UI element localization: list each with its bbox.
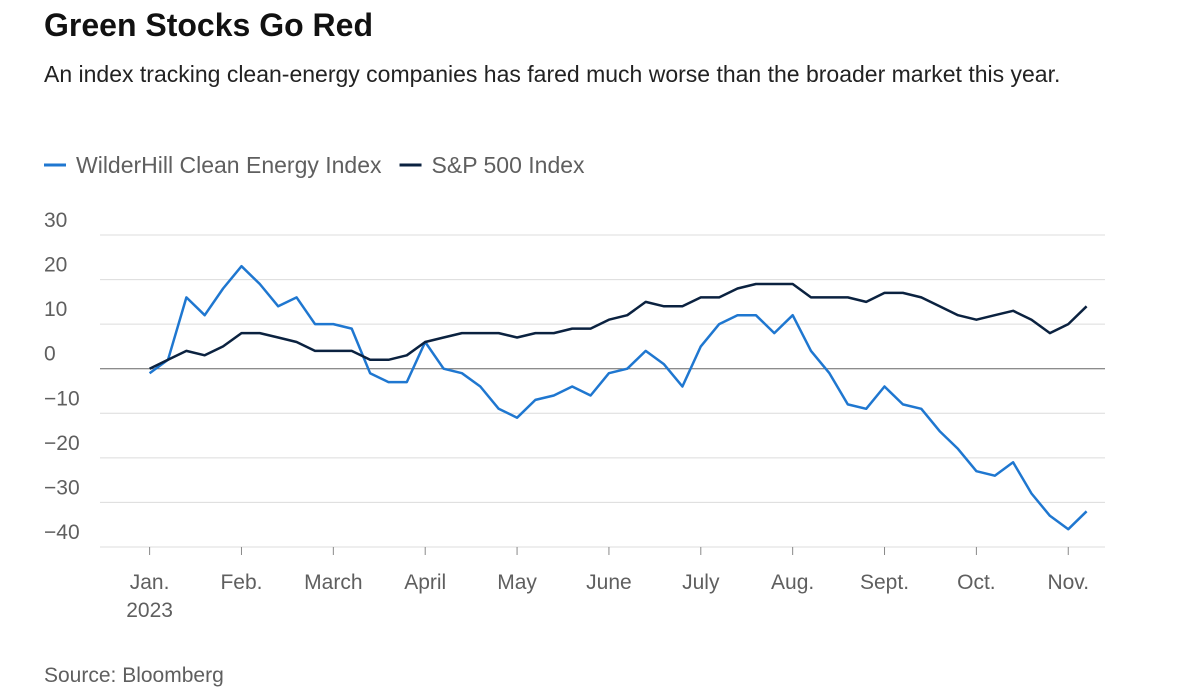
subtitle-box: An index tracking clean-energy companies…: [44, 61, 1061, 87]
x-tick-label: Nov.: [1047, 571, 1089, 594]
chart-title: Green Stocks Go Red: [44, 7, 373, 43]
x-tick-label: Oct.: [957, 571, 996, 594]
y-tick-label: −30: [44, 476, 80, 499]
x-tick-label: Feb.: [220, 571, 262, 594]
x-tick-label: April: [404, 571, 446, 594]
x-tick-label: Sept.: [860, 571, 909, 594]
y-tick-label: −40: [44, 521, 80, 544]
series-line: [149, 282, 1088, 370]
y-tick-label: −10: [44, 387, 80, 410]
x-tick-label: May: [497, 571, 537, 594]
legend-label: S&P 500 Index: [432, 152, 586, 178]
x-tick-label: June: [586, 571, 632, 594]
x-tick-label: July: [682, 571, 720, 594]
y-tick-label: 0: [44, 343, 56, 366]
y-tick-label: 30: [44, 209, 67, 232]
y-tick-label: 10: [44, 298, 67, 321]
source: Source: Bloomberg: [44, 664, 224, 687]
y-tick-label: −20: [44, 432, 80, 455]
series-line: [148, 264, 1088, 531]
y-tick-label: 20: [44, 254, 67, 277]
x-tick-label: Aug.: [771, 571, 814, 594]
x-tick-label: March: [304, 571, 362, 594]
legend-label: WilderHill Clean Energy Index: [76, 152, 382, 178]
x-tick-label: Jan. 2023: [126, 571, 173, 622]
chart-subtitle: An index tracking clean-energy companies…: [44, 61, 1061, 87]
